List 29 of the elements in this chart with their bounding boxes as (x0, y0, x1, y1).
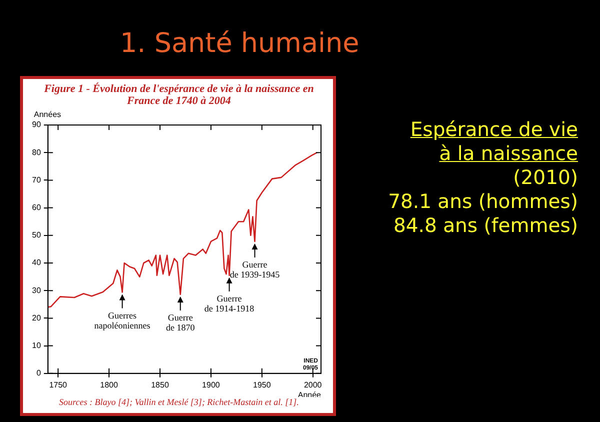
annotation: Guerre de 1914-1918 (204, 293, 255, 314)
text: (2010) (512, 166, 578, 190)
source-note: Sources : Blayo [4]; Vallin et Meslé [3]; Richet-Mastain et al. [1]. (58, 397, 300, 407)
y-tick-label: 50 (32, 230, 42, 240)
text: à la naissance (438, 142, 578, 166)
x-tick-label: 2000 (304, 380, 322, 390)
annotation: Guerre de 1870 (166, 312, 196, 332)
annotation: Guerre de 1939-1945 (230, 259, 280, 280)
y-tick-label: 70 (32, 175, 42, 184)
chart-subtitle: Figure 1 - Évolution de l'espérance de vie à la naissance en France de 1740 à 2004 (43, 83, 315, 107)
annotation: Guerres napoléoniennes (94, 310, 151, 330)
y-tick-label: 60 (32, 203, 42, 212)
y-tick-label: 30 (32, 286, 42, 295)
text: 84.8 ans (femmes) (392, 214, 578, 238)
y-tick-label: 0 (36, 368, 42, 378)
text: 78.1 ans (hommes) (388, 190, 578, 214)
x-tick-label: 1850 (151, 380, 170, 390)
x-tick-label: 1800 (100, 380, 118, 390)
x-tick-label: 1750 (49, 380, 68, 390)
y-tick-label: 90 (32, 120, 42, 130)
y-tick-label: 10 (32, 341, 42, 350)
x-tick-label: 1950 (252, 380, 272, 390)
y-tick-label: 20 (32, 313, 42, 322)
text: Espérance de vie (409, 118, 578, 142)
y-axis-title: Années (34, 110, 62, 119)
y-tick-label: 80 (32, 148, 42, 157)
x-tick-label: 1900 (202, 380, 220, 390)
chart-title: 1. Santé humaine (120, 28, 360, 59)
y-tick-label: 40 (32, 258, 42, 268)
